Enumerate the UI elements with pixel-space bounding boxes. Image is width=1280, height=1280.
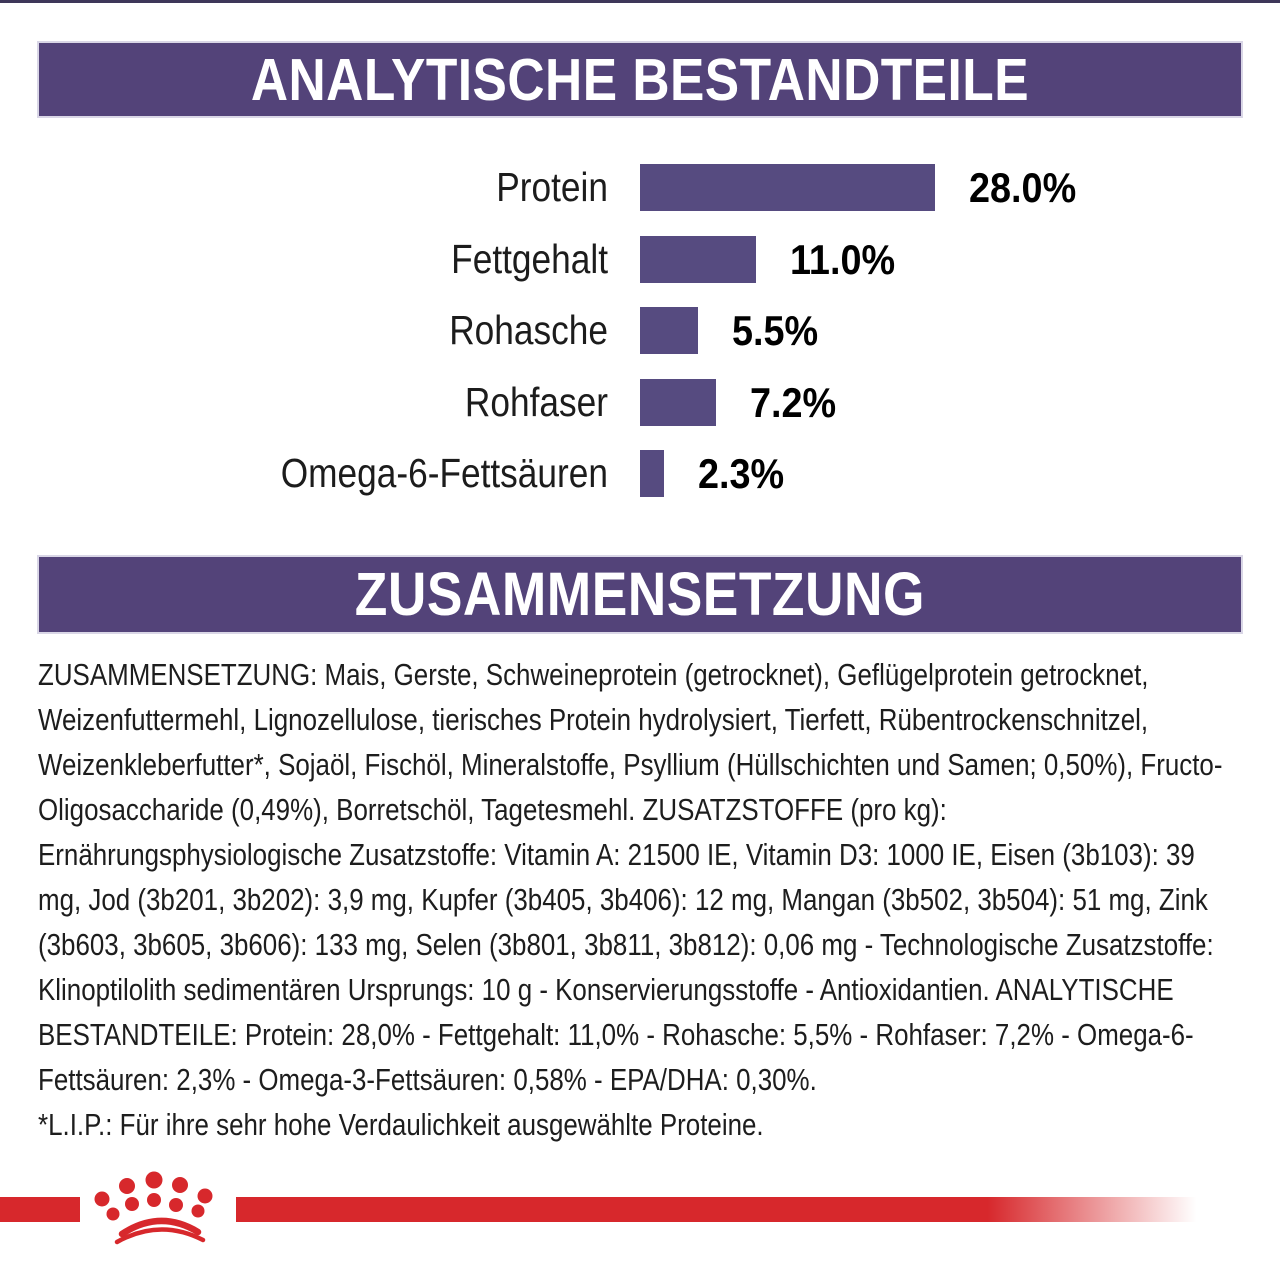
composition-body: ZUSAMMENSETZUNG: Mais, Gerste, Schweinep… xyxy=(38,652,1242,1147)
footer-red-band-left xyxy=(0,1197,80,1222)
bar-value: 7.2% xyxy=(750,379,837,426)
bar-label: Protein xyxy=(496,164,608,210)
bar-value: 11.0% xyxy=(790,236,896,283)
bar xyxy=(640,379,716,426)
composition-section-title: ZUSAMMENSETZUNG xyxy=(354,560,926,629)
analytical-section-title: ANALYTISCHE BESTANDTEILE xyxy=(250,46,1030,113)
footer-red-band-right xyxy=(236,1197,1280,1222)
bar-label: Fettgehalt xyxy=(451,236,608,282)
bar-label: Omega-6-Fettsäuren xyxy=(280,450,608,496)
bar-label: Rohfaser xyxy=(464,379,608,425)
composition-section-header: ZUSAMMENSETZUNG xyxy=(37,555,1243,634)
bar xyxy=(640,450,664,497)
composition-text: ZUSAMMENSETZUNG: Mais, Gerste, Schweinep… xyxy=(38,657,1223,1097)
analytical-bar-chart: Protein 28.0% Fettgehalt 11.0% Rohasche 5.5% R… xyxy=(0,0,1280,560)
lip-footnote: *L.I.P.: Für ihre sehr hohe Verdaulichke… xyxy=(38,1107,764,1142)
bar-value: 5.5% xyxy=(732,307,819,354)
bar-value: 2.3% xyxy=(698,450,785,497)
bar xyxy=(640,236,756,283)
bar-value: 28.0% xyxy=(969,164,1077,211)
bar xyxy=(640,307,698,354)
bar-label: Rohasche xyxy=(449,307,608,353)
crown-paw-logo xyxy=(94,1171,213,1245)
bar xyxy=(640,164,935,211)
analytical-section-header: ANALYTISCHE BESTANDTEILE xyxy=(37,41,1243,118)
top-divider xyxy=(0,0,1280,3)
